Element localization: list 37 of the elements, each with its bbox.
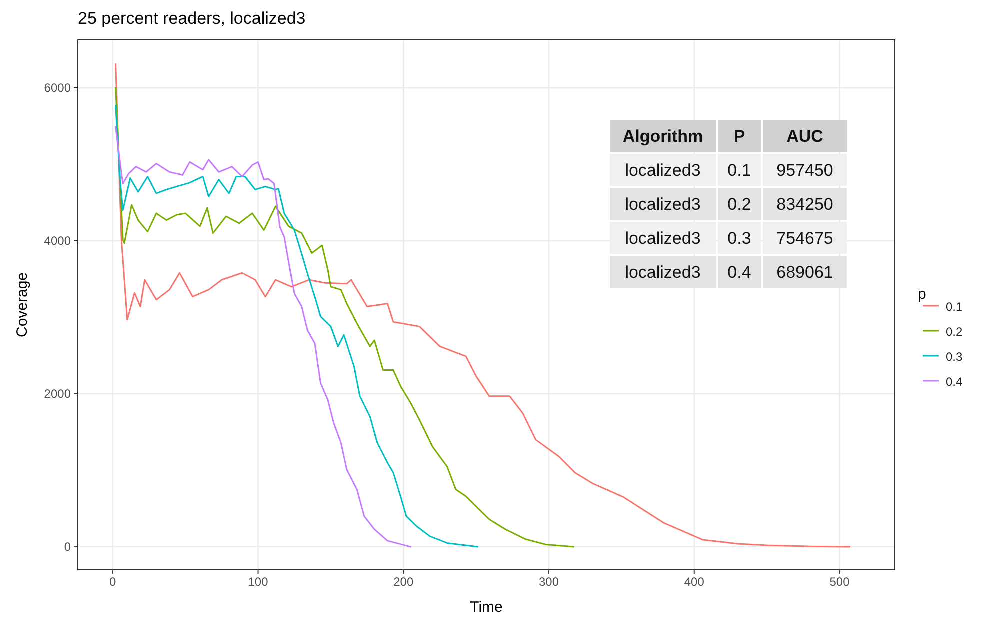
annotation: 0.2 xyxy=(728,195,752,214)
y-tick-label: 2000 xyxy=(44,387,72,402)
line-series xyxy=(115,87,574,548)
legend-title: p xyxy=(918,286,926,303)
legend-label: 0.2 xyxy=(946,325,964,339)
annotation: 834250 xyxy=(776,195,834,214)
x-tick-label: 100 xyxy=(248,575,269,589)
legend-label: 0.3 xyxy=(946,350,964,364)
chart-title: 25 percent readers, localized3 xyxy=(78,9,306,28)
annotation: P xyxy=(734,127,746,146)
x-tick-label: 400 xyxy=(684,575,705,589)
line-series xyxy=(115,64,851,548)
y-tick-label: 6000 xyxy=(44,80,72,95)
annotation: 754675 xyxy=(776,229,834,248)
annotation: 0.3 xyxy=(728,229,752,248)
line-series xyxy=(115,104,479,548)
line-series xyxy=(115,126,412,548)
annotation: 957450 xyxy=(776,161,834,180)
x-tick-label: 0 xyxy=(110,575,117,589)
annotation: Algorithm xyxy=(622,127,704,146)
annotation: localized3 xyxy=(625,195,701,214)
y-tick-label: 0 xyxy=(64,540,72,554)
x-axis-title: Time xyxy=(470,599,503,616)
y-tick-label: 4000 xyxy=(44,234,72,248)
annotation: 0.4 xyxy=(728,263,752,282)
legend-label: 0.1 xyxy=(946,300,964,314)
x-tick-label: 200 xyxy=(394,575,414,589)
annotation: localized3 xyxy=(625,263,701,282)
annotation: AUC xyxy=(786,127,824,146)
annotation: localized3 xyxy=(625,161,701,180)
x-tick-label: 300 xyxy=(538,575,560,589)
annotation: localized3 xyxy=(625,229,701,248)
annotation: 689061 xyxy=(776,263,834,282)
y-axis-title: Coverage xyxy=(14,272,31,338)
annotation: 0.1 xyxy=(728,161,752,180)
legend-label: 0.4 xyxy=(946,375,964,389)
x-tick-label: 500 xyxy=(830,575,850,589)
